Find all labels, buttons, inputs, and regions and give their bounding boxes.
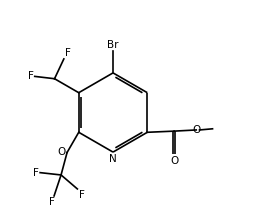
Text: F: F [65, 48, 71, 58]
Text: O: O [192, 125, 200, 135]
Text: Br: Br [107, 40, 119, 50]
Text: O: O [58, 147, 66, 157]
Text: F: F [33, 168, 39, 178]
Text: F: F [28, 71, 34, 81]
Text: O: O [170, 156, 178, 166]
Text: F: F [78, 190, 84, 200]
Text: F: F [49, 197, 55, 207]
Text: N: N [109, 154, 117, 164]
